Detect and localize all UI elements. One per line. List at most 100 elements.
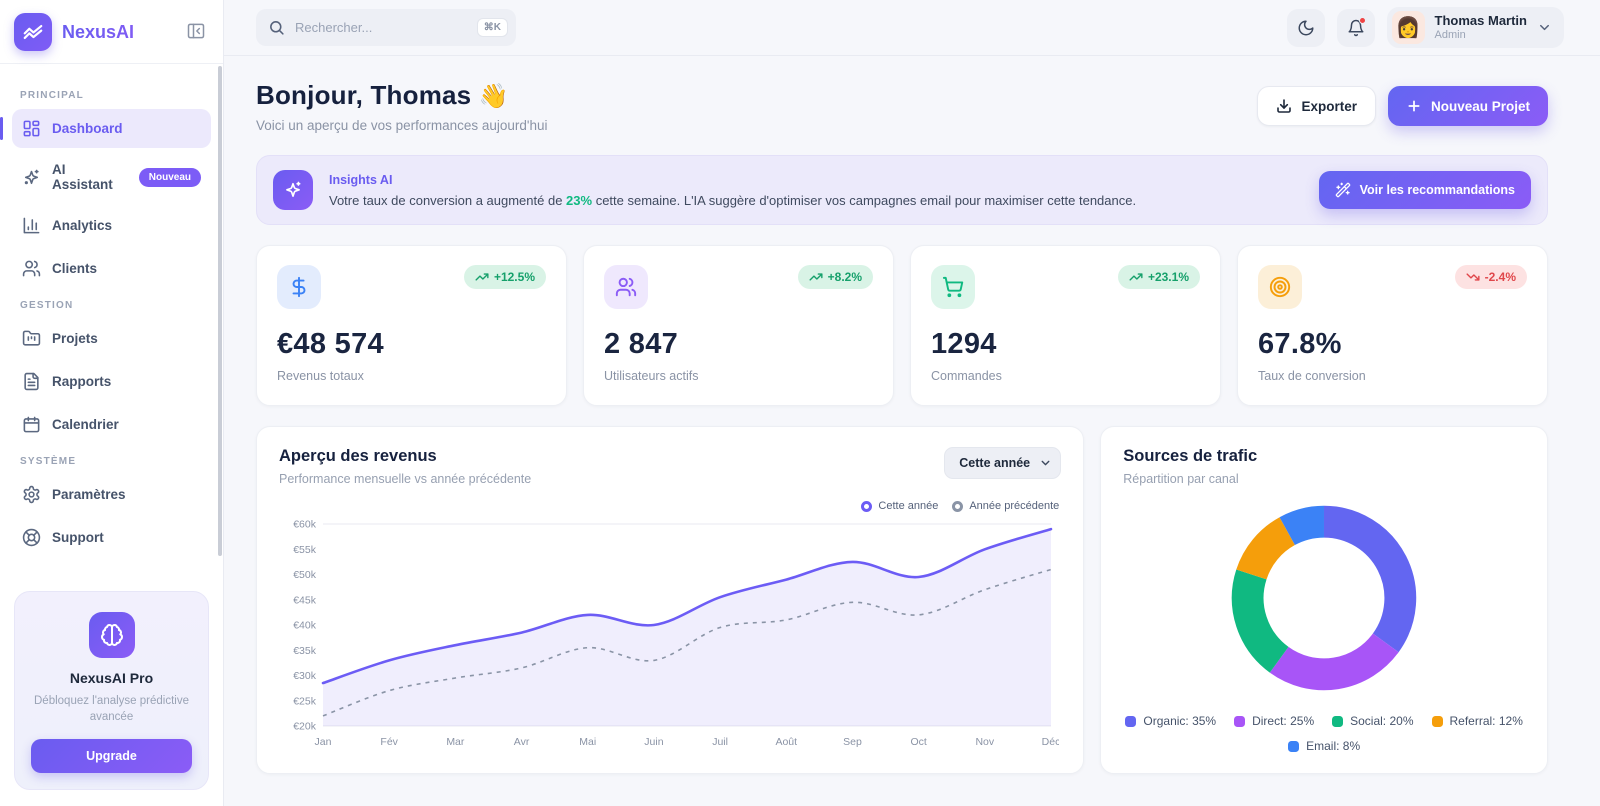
insights-highlight: 23% [566, 192, 593, 208]
sidebar-item-support[interactable]: Support [12, 518, 211, 557]
search-input[interactable] [295, 20, 467, 35]
legend-item-current-year: Cette année [861, 500, 938, 512]
users-icon [604, 265, 648, 309]
svg-text:€25k: €25k [293, 695, 317, 707]
brain-icon [88, 611, 135, 658]
sidebar-item-projets[interactable]: Projets [12, 319, 211, 358]
svg-text:€20k: €20k [293, 721, 317, 733]
user-name: Thomas Martin [1434, 13, 1527, 29]
svg-text:Juil: Juil [712, 736, 728, 748]
panel-collapse-icon [186, 21, 206, 41]
stat-card-utilisateurs-actifs: +8.2% 2 847 Utilisateurs actifs [583, 245, 894, 406]
upgrade-button[interactable]: Upgrade [31, 739, 192, 773]
avatar: 👩 [1391, 11, 1425, 44]
stat-card-revenus-totaux: +12.5% €48 574 Revenus totaux [256, 245, 567, 406]
sidebar-scrollbar[interactable] [218, 66, 222, 556]
stat-value: 67.8% [1258, 328, 1342, 360]
revenue-chart-title: Aperçu des revenus [279, 447, 437, 465]
notifications-button[interactable] [1336, 8, 1375, 47]
svg-text:Oct: Oct [910, 736, 926, 748]
view-recommendations-button[interactable]: Voir les recommandations [1318, 171, 1531, 209]
revenue-chart-legend: Cette année Année précédente [279, 500, 1059, 512]
svg-text:Fév: Fév [380, 736, 398, 748]
download-icon [1276, 98, 1292, 114]
traffic-legend-item-social: Social: 20% [1332, 714, 1414, 728]
sidebar-item-dashboard[interactable]: Dashboard [0, 109, 211, 148]
svg-text:Août: Août [775, 736, 797, 748]
sidebar-item-ai-assistant[interactable]: AI Assistant Nouveau [12, 152, 211, 202]
bar-chart-icon [22, 216, 41, 235]
pro-card-title: NexusAI Pro [69, 669, 154, 686]
sidebar: NexusAI PRINCIPAL Dashboard AI Assistant No… [0, 0, 224, 806]
stat-card-commandes: +23.1% 1294 Commandes [910, 245, 1221, 406]
sidebar-item-clients[interactable]: Clients [12, 249, 211, 288]
dashboard-icon [22, 119, 41, 138]
donut-segment-social [1231, 569, 1290, 673]
stats-row: +12.5% €48 574 Revenus totaux +8.2% 2 847 Uti… [256, 245, 1548, 406]
sidebar-item-label: AI Assistant [52, 162, 113, 192]
legend-ring-icon [952, 500, 964, 512]
donut-segment-organic [1323, 505, 1417, 653]
trend-badge: +12.5% [463, 265, 546, 289]
svg-text:€60k: €60k [293, 519, 317, 531]
sidebar-item-calendrier[interactable]: Calendrier [12, 405, 211, 444]
stat-value: 2 847 [604, 328, 679, 360]
traffic-subtitle: Répartition par canal [1123, 472, 1239, 486]
page-title: Bonjour, Thomas 👋 [256, 80, 509, 110]
sidebar-item-analytics[interactable]: Analytics [12, 206, 211, 245]
sidebar-item-param-tres[interactable]: Paramètres [12, 475, 211, 514]
stat-label: Commandes [931, 369, 1002, 383]
notification-dot [1358, 16, 1366, 24]
stat-label: Utilisateurs actifs [604, 369, 699, 383]
sidebar-item-label: Rapports [52, 374, 112, 389]
traffic-legend-item-email: Email: 8% [1288, 739, 1360, 753]
period-select[interactable]: Cette année [944, 447, 1062, 479]
bell-icon [1347, 19, 1365, 37]
svg-text:€30k: €30k [293, 670, 317, 682]
traffic-legend: Organic: 35% Direct: 25% Social: 20% Referr… [1123, 714, 1525, 753]
dark-mode-button[interactable] [1286, 8, 1325, 47]
donut-segment-referral [1236, 517, 1296, 580]
search-box[interactable]: ⌘K [256, 9, 516, 46]
traffic-donut-chart [1231, 505, 1417, 691]
trend-up-icon [809, 270, 823, 284]
donut-segment-direct [1269, 633, 1399, 691]
trend-up-icon [475, 270, 489, 284]
trend-up-icon [1129, 270, 1143, 284]
traffic-legend-item-organic: Organic: 35% [1125, 714, 1216, 728]
legend-swatch-icon [1125, 715, 1137, 727]
cart-icon [931, 265, 975, 309]
revenue-line-chart: €60k €55k €50k €45k €40k €35k €30k €25k €20k Jan F… [293, 519, 1059, 749]
sidebar-item-label: Analytics [52, 218, 113, 233]
dollar-icon [277, 265, 321, 309]
revenue-chart-card: Aperçu des revenus Performance mensuelle… [256, 426, 1085, 774]
calendar-icon [22, 415, 41, 434]
legend-item-previous-year: Année précédente [952, 500, 1059, 512]
trend-badge: +23.1% [1117, 265, 1200, 289]
pro-upsell-card: NexusAI Pro Débloquez l'analyse prédicti… [14, 590, 209, 790]
stat-value: €48 574 [277, 328, 384, 360]
trend-badge: +8.2% [797, 265, 873, 289]
sidebar-collapse-button[interactable] [183, 19, 209, 45]
life-buoy-icon [22, 528, 41, 547]
gear-icon [22, 485, 41, 504]
sidebar-section-label: GESTION [20, 300, 74, 311]
search-shortcut-badge: ⌘K [476, 18, 508, 37]
insights-text: Votre taux de conversion a augmenté de 2… [329, 192, 1137, 208]
sidebar-item-label: Projets [52, 331, 98, 346]
stat-card-taux-de-conversion: -2.4% 67.8% Taux de conversion [1237, 245, 1548, 406]
user-menu[interactable]: 👩 Thomas Martin Admin [1386, 7, 1564, 48]
new-badge: Nouveau [138, 167, 201, 187]
svg-text:Nov: Nov [975, 736, 994, 748]
trend-down-icon [1466, 270, 1480, 284]
traffic-title: Sources de trafic [1123, 447, 1258, 465]
sidebar-section-label: PRINCIPAL [20, 90, 84, 101]
insights-banner: Insights AI Votre taux de conversion a a… [256, 155, 1548, 225]
sidebar-item-rapports[interactable]: Rapports [12, 362, 211, 401]
traffic-sources-card: Sources de trafic Répartition par canal … [1100, 426, 1548, 774]
user-role: Admin [1434, 28, 1466, 41]
svg-text:€55k: €55k [293, 544, 317, 556]
new-project-button[interactable]: Nouveau Projet [1387, 86, 1548, 126]
export-button[interactable]: Exporter [1257, 86, 1376, 126]
svg-text:Jan: Jan [315, 736, 332, 748]
